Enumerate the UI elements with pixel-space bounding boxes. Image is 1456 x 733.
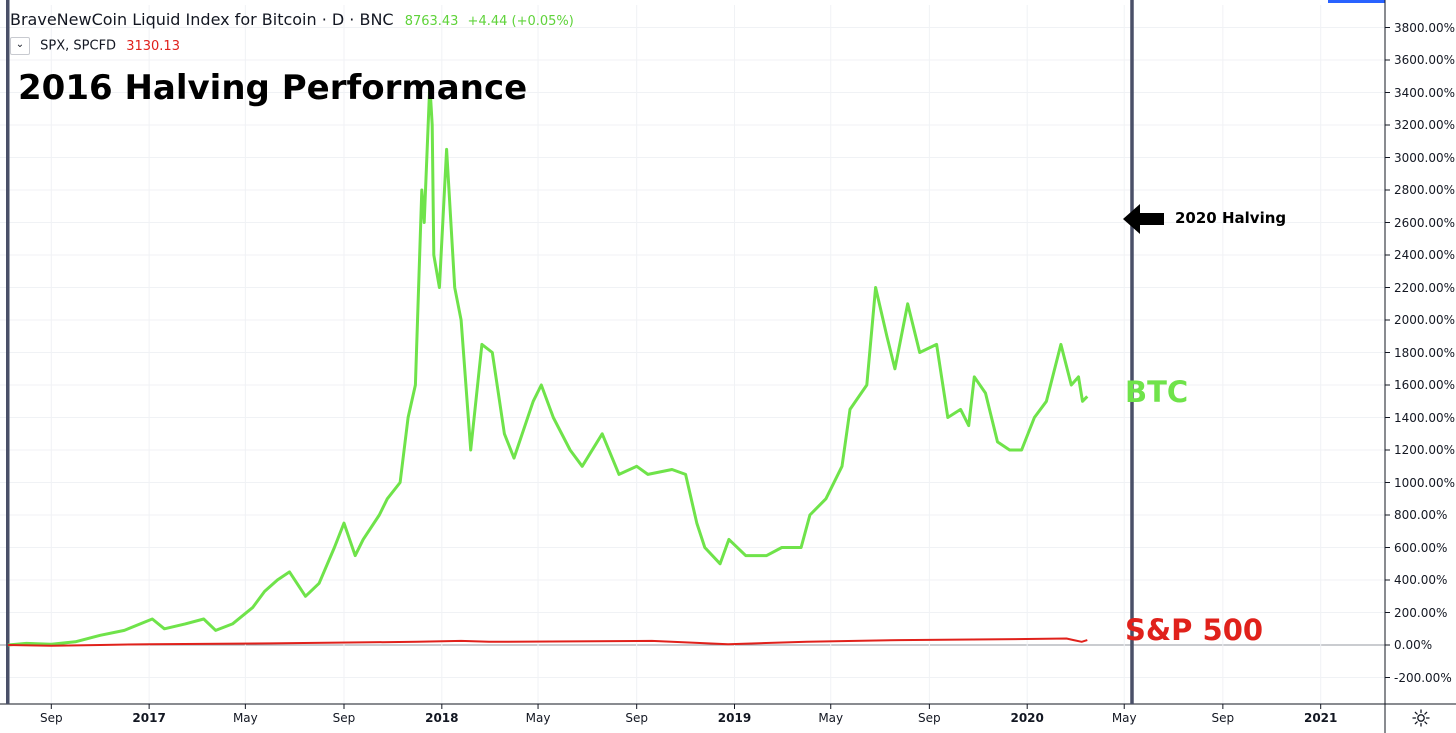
y-tick-label: 1200.00%: [1394, 443, 1456, 457]
x-tick-label: Sep: [39, 711, 63, 725]
y-tick-label: 2000.00%: [1394, 313, 1456, 327]
legend-main-value: 8763.43: [404, 14, 459, 29]
x-tick-label: 2017: [132, 711, 166, 725]
btc-series-label: BTC: [1125, 375, 1189, 409]
btc-line: [7, 82, 1089, 647]
sp500-series-label: S&P 500: [1125, 613, 1264, 647]
chart-title: 2016 Halving Performance: [18, 68, 528, 108]
y-tick-label: 2200.00%: [1394, 280, 1456, 295]
legend-main-change: +4.44 (+0.05%): [467, 14, 574, 29]
y-tick-label: 3800.00%: [1394, 20, 1456, 35]
x-tick-label: May: [818, 711, 844, 725]
x-tick-label: Sep: [332, 711, 356, 725]
grid-lines: [0, 5, 1390, 709]
arrow-left-icon: [1123, 204, 1164, 234]
x-tick-label: Sep: [625, 711, 648, 725]
y-tick-label: 3200.00%: [1394, 118, 1456, 132]
y-tick-label: 2600.00%: [1394, 215, 1456, 230]
x-tick-label: May: [1111, 711, 1137, 725]
y-tick-label: 0.00%: [1394, 638, 1433, 652]
series-lines: [7, 82, 1089, 647]
chevron-down-icon[interactable]: ⌄: [10, 37, 30, 55]
y-tick-label: 400.00%: [1394, 573, 1448, 587]
y-tick-label: 200.00%: [1394, 605, 1448, 620]
x-tick-label: 2019: [717, 711, 752, 725]
top-accent-bar: [1328, 0, 1385, 3]
legend-compare-symbol: SPX, SPCFD: [40, 38, 117, 54]
halving-marker-line: [1130, 0, 1134, 704]
y-tick-label: 3400.00%: [1394, 85, 1456, 100]
legend-main-symbol: BraveNewCoin Liquid Index for Bitcoin · …: [10, 10, 394, 29]
x-tick-label: May: [232, 711, 258, 725]
y-tick-label: -200.00%: [1394, 670, 1452, 685]
legend-compare-series[interactable]: ⌄ SPX, SPCFD 3130.13: [10, 37, 180, 55]
x-tick-label: Sep: [1211, 711, 1235, 725]
halving-marker-line: [6, 0, 10, 704]
y-tick-label: 1000.00%: [1394, 475, 1456, 490]
y-tick-label: 3000.00%: [1394, 150, 1456, 165]
x-tick-label: 2021: [1303, 711, 1338, 725]
y-tick-label: 600.00%: [1394, 540, 1448, 555]
arrow-shape: [1123, 204, 1164, 234]
halving-label: 2020 Halving: [1175, 209, 1287, 227]
x-tick-label: Sep: [918, 711, 941, 725]
y-tick-label: 1800.00%: [1394, 345, 1456, 360]
x-tick-label: May: [525, 711, 551, 725]
y-tick-label: 800.00%: [1394, 508, 1448, 522]
gear-icon[interactable]: [1411, 708, 1431, 728]
halving-markers: [6, 0, 1134, 704]
y-tick-label: 1400.00%: [1394, 410, 1456, 425]
legend-compare-value: 3130.13: [126, 38, 180, 54]
sp500-line: [7, 637, 1088, 647]
x-tick-label: 2020: [1010, 711, 1044, 725]
y-tick-label: 2800.00%: [1394, 183, 1456, 197]
y-tick-label: 3600.00%: [1394, 53, 1456, 67]
y-tick-label: 1600.00%: [1394, 378, 1456, 392]
x-tick-label: 2018: [425, 711, 459, 725]
y-tick-label: 2400.00%: [1394, 248, 1456, 262]
legend-main-series[interactable]: BraveNewCoin Liquid Index for Bitcoin · …: [10, 10, 574, 29]
